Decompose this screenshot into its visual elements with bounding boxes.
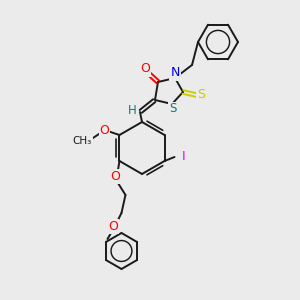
Text: S: S bbox=[169, 103, 177, 116]
Text: N: N bbox=[170, 67, 180, 80]
Text: O: O bbox=[109, 220, 118, 232]
Text: O: O bbox=[110, 169, 120, 182]
Text: S: S bbox=[197, 88, 205, 101]
Text: I: I bbox=[182, 151, 185, 164]
Text: O: O bbox=[100, 124, 110, 136]
Text: CH₃: CH₃ bbox=[73, 136, 92, 146]
Text: O: O bbox=[140, 62, 150, 76]
Text: H: H bbox=[128, 103, 136, 116]
